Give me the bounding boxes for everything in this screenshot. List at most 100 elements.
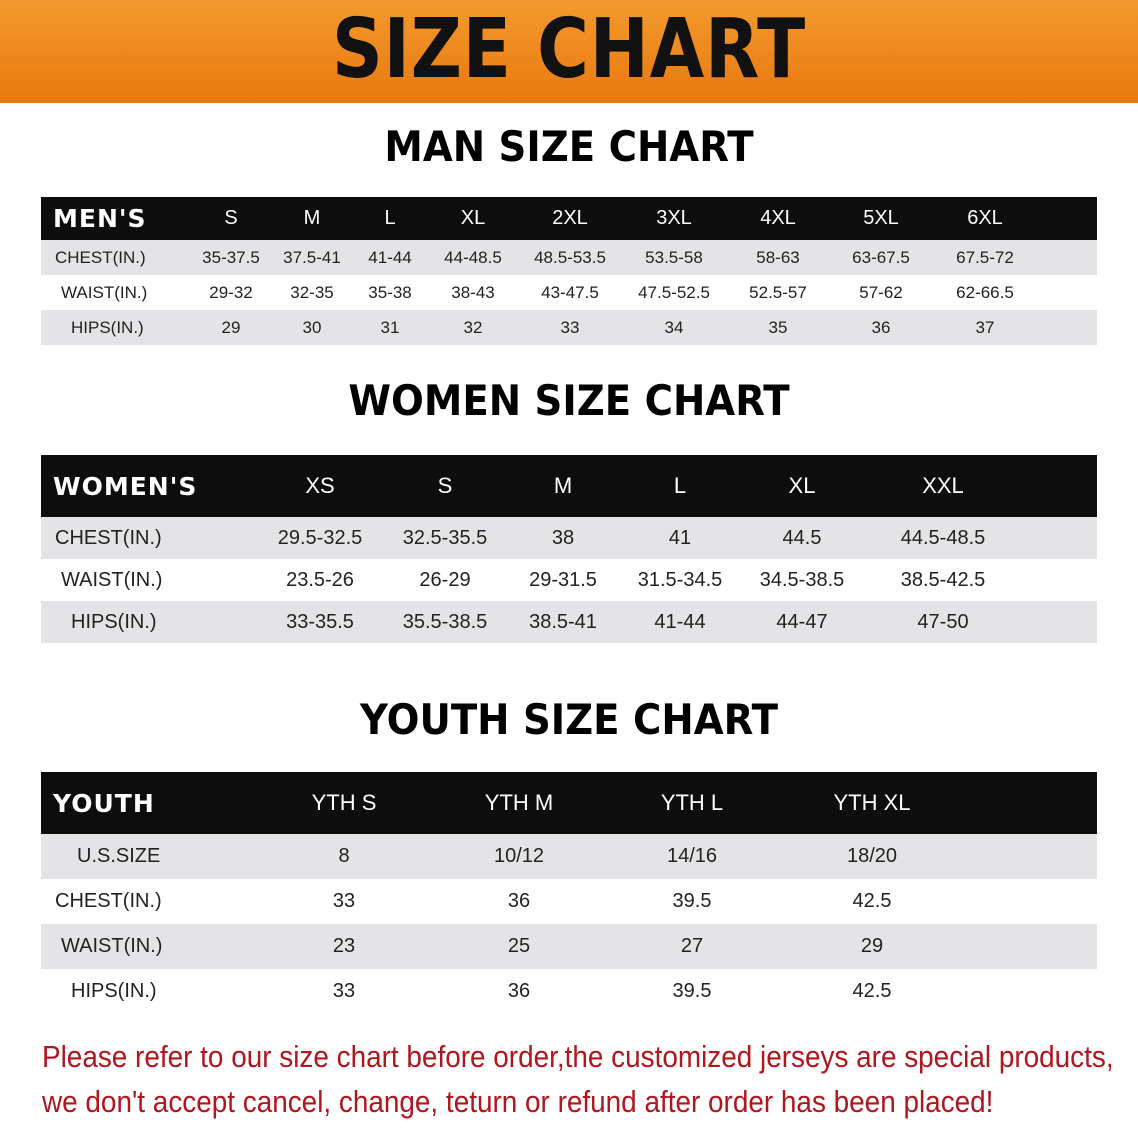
table-row: CHEST(IN.) 35-37.5 37.5-41 41-44 44-48.5 48.5… xyxy=(41,240,1097,275)
table-cell: 44.5 xyxy=(782,526,822,549)
table-cell: 35-37.5 xyxy=(202,247,260,267)
size-header-cell: 3XL xyxy=(656,207,692,229)
table-cell: 34.5-38.5 xyxy=(759,568,845,591)
table-cell: 38.5-42.5 xyxy=(900,568,986,591)
row-label: CHEST(IN.) xyxy=(55,890,162,912)
row-label: CHEST(IN.) xyxy=(55,247,146,267)
size-header-cell: L xyxy=(384,207,396,229)
size-header-cell: 6XL xyxy=(967,207,1003,229)
women-section-title: WOMEN SIZE CHART xyxy=(348,376,790,425)
size-header-cell: 4XL xyxy=(760,207,796,229)
table-cell: 41 xyxy=(668,526,692,549)
order-notice: Please refer to our size chart before or… xyxy=(42,1034,1114,1124)
table-cell: 35.5-38.5 xyxy=(402,610,488,633)
table-row: CHEST(IN.) 33 36 39.5 42.5 xyxy=(41,879,1097,924)
header-label: MEN'S xyxy=(53,204,147,233)
size-header-cell: 2XL xyxy=(552,207,588,229)
table-cell: 23.5-26 xyxy=(286,568,354,591)
table-cell: 41-44 xyxy=(654,610,706,633)
size-chart-banner: SIZE CHART xyxy=(0,0,1138,103)
table-cell: 35-38 xyxy=(368,282,412,302)
table-cell: 36 xyxy=(507,890,531,912)
table-cell: 33 xyxy=(560,317,580,337)
table-cell: 10/12 xyxy=(493,845,545,867)
size-header-cell: YTH L xyxy=(660,790,724,815)
header-label: YOUTH xyxy=(53,788,155,818)
table-cell: 26-29 xyxy=(419,568,471,591)
table-row: WAIST(IN.) 23.5-26 26-29 29-31.5 31.5-34.5 34… xyxy=(41,559,1097,601)
table-cell: 48.5-53.5 xyxy=(534,247,606,267)
table-cell: 58-63 xyxy=(756,247,800,267)
men-section-title: MAN SIZE CHART xyxy=(384,122,754,171)
table-cell: 35 xyxy=(768,317,788,337)
table-cell: 36 xyxy=(871,317,891,337)
size-header-cell: YTH S xyxy=(311,790,377,815)
table-row: U.S.SIZE 8 10/12 14/16 18/20 xyxy=(41,834,1097,879)
men-header-row: MEN'S S M L XL 2XL 3XL 4XL 5XL 6XL xyxy=(41,197,1097,240)
size-header-cell: XL xyxy=(788,473,816,498)
size-header-cell: S xyxy=(437,473,453,498)
table-cell: 38-43 xyxy=(451,282,495,302)
row-label: WAIST(IN.) xyxy=(61,935,163,957)
table-cell: 39.5 xyxy=(672,890,712,912)
table-cell: 41-44 xyxy=(368,247,412,267)
table-cell: 37 xyxy=(975,317,995,337)
size-header-cell: XL xyxy=(460,207,486,229)
table-cell: 27 xyxy=(680,935,704,957)
table-cell: 44.5-48.5 xyxy=(900,526,986,549)
table-cell: 44-48.5 xyxy=(444,247,502,267)
table-row: CHEST(IN.) 29.5-32.5 32.5-35.5 38 41 44.5 44.5… xyxy=(41,517,1097,559)
youth-section-title: YOUTH SIZE CHART xyxy=(359,695,779,744)
table-cell: 14/16 xyxy=(666,845,718,867)
size-header-cell: M xyxy=(303,207,321,229)
table-cell: 29 xyxy=(860,935,884,957)
table-cell: 44-47 xyxy=(776,610,828,633)
table-cell: 32.5-35.5 xyxy=(402,526,488,549)
table-cell: 29-32 xyxy=(209,282,253,302)
table-cell: 57-62 xyxy=(859,282,903,302)
table-cell: 32-35 xyxy=(290,282,334,302)
table-cell: 29-31.5 xyxy=(529,568,597,591)
table-cell: 47-50 xyxy=(917,610,969,633)
table-cell: 25 xyxy=(507,935,531,957)
row-label: CHEST(IN.) xyxy=(55,526,162,549)
women-header-row: WOMEN'S XS S M L XL XXL xyxy=(41,455,1097,517)
size-header-cell: XS xyxy=(305,473,335,498)
table-cell: 52.5-57 xyxy=(749,282,807,302)
table-cell: 42.5 xyxy=(852,890,892,912)
table-cell: 31.5-34.5 xyxy=(637,568,723,591)
size-header-cell: M xyxy=(553,473,573,498)
table-cell: 8 xyxy=(338,845,350,867)
table-cell: 31 xyxy=(380,317,400,337)
table-cell: 42.5 xyxy=(852,980,892,1002)
table-row: HIPS(IN.) 29 30 31 32 33 34 35 36 37 xyxy=(41,310,1097,345)
table-cell: 33 xyxy=(332,980,356,1002)
table-cell: 32 xyxy=(463,317,483,337)
table-cell: 67.5-72 xyxy=(956,247,1014,267)
table-cell: 37.5-41 xyxy=(283,247,341,267)
table-cell: 29 xyxy=(221,317,241,337)
row-label: U.S.SIZE xyxy=(77,845,161,867)
order-notice-line-1: Please refer to our size chart before or… xyxy=(42,1039,1114,1074)
table-cell: 33-35.5 xyxy=(286,610,354,633)
row-label: HIPS(IN.) xyxy=(71,317,144,337)
size-header-cell: 5XL xyxy=(863,207,899,229)
table-cell: 39.5 xyxy=(672,980,712,1002)
table-cell: 43-47.5 xyxy=(541,282,599,302)
table-cell: 38 xyxy=(551,526,575,549)
table-cell: 63-67.5 xyxy=(852,247,910,267)
row-label: HIPS(IN.) xyxy=(71,610,157,633)
table-row: WAIST(IN.) 23 25 27 29 xyxy=(41,924,1097,969)
table-cell: 33 xyxy=(332,890,356,912)
table-cell: 53.5-58 xyxy=(645,247,703,267)
size-header-cell: XXL xyxy=(922,473,964,498)
table-cell: 23 xyxy=(332,935,356,957)
row-label: WAIST(IN.) xyxy=(61,282,148,302)
table-cell: 29.5-32.5 xyxy=(277,526,363,549)
table-cell: 38.5-41 xyxy=(529,610,597,633)
size-header-cell: L xyxy=(673,473,687,498)
header-label: WOMEN'S xyxy=(53,471,198,501)
table-cell: 62-66.5 xyxy=(956,282,1014,302)
row-label: HIPS(IN.) xyxy=(71,980,157,1002)
table-cell: 34 xyxy=(664,317,684,337)
